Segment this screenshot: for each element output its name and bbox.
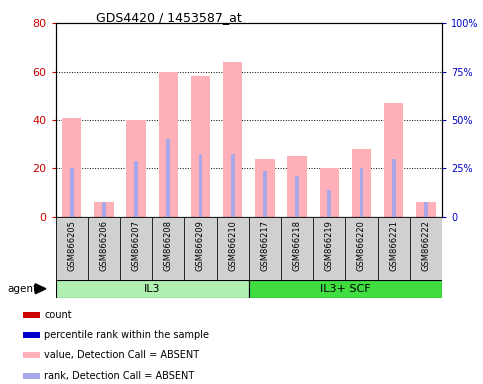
Bar (88, 217, 120, 280)
Bar (392, 159, 396, 217)
Bar (102, 202, 106, 217)
Bar (378, 217, 410, 280)
Text: rank, Detection Call = ABSENT: rank, Detection Call = ABSENT (44, 371, 194, 381)
Bar (416, 202, 436, 217)
Text: GSM866217: GSM866217 (260, 220, 270, 271)
Text: GSM866221: GSM866221 (389, 220, 398, 271)
Bar (94, 202, 114, 217)
Bar (23, 332, 40, 338)
Bar (263, 171, 267, 217)
Bar (231, 154, 235, 217)
Bar (281, 217, 313, 280)
Bar (249, 280, 442, 298)
Text: GSM866205: GSM866205 (67, 220, 76, 271)
Bar (23, 353, 40, 358)
Text: agent: agent (7, 284, 37, 294)
Bar (158, 71, 178, 217)
Text: GSM866209: GSM866209 (196, 220, 205, 271)
Bar (410, 217, 442, 280)
Text: GSM866206: GSM866206 (99, 220, 108, 271)
Bar (127, 120, 146, 217)
Bar (191, 76, 210, 217)
Bar (56, 280, 249, 298)
Text: IL3: IL3 (144, 284, 160, 294)
Bar (327, 190, 331, 217)
Bar (223, 62, 242, 217)
Bar (287, 156, 307, 217)
Bar (313, 217, 345, 280)
Text: IL3+ SCF: IL3+ SCF (320, 284, 370, 294)
Text: value, Detection Call = ABSENT: value, Detection Call = ABSENT (44, 350, 199, 360)
Text: count: count (44, 310, 71, 320)
Text: percentile rank within the sample: percentile rank within the sample (44, 330, 209, 340)
Bar (359, 169, 363, 217)
Polygon shape (35, 284, 46, 294)
Bar (23, 372, 40, 379)
Bar (320, 169, 339, 217)
Text: GSM866210: GSM866210 (228, 220, 237, 271)
Bar (185, 217, 216, 280)
Text: GSM866219: GSM866219 (325, 220, 334, 271)
Bar (384, 103, 403, 217)
Bar (199, 154, 202, 217)
Bar (23, 312, 40, 318)
Bar (249, 217, 281, 280)
Text: GSM866222: GSM866222 (421, 220, 430, 271)
Bar (295, 176, 299, 217)
Bar (62, 118, 81, 217)
Bar (352, 149, 371, 217)
Text: GSM866220: GSM866220 (357, 220, 366, 271)
Text: GSM866218: GSM866218 (293, 220, 301, 271)
Bar (70, 169, 73, 217)
Bar (345, 217, 378, 280)
Bar (56, 217, 88, 280)
Bar (255, 159, 274, 217)
Bar (134, 161, 138, 217)
Text: GSM866207: GSM866207 (131, 220, 141, 271)
Bar (152, 217, 185, 280)
Text: GDS4420 / 1453587_at: GDS4420 / 1453587_at (96, 12, 242, 25)
Bar (216, 217, 249, 280)
Bar (120, 217, 152, 280)
Bar (424, 202, 428, 217)
Bar (166, 139, 170, 217)
Text: GSM866208: GSM866208 (164, 220, 173, 271)
